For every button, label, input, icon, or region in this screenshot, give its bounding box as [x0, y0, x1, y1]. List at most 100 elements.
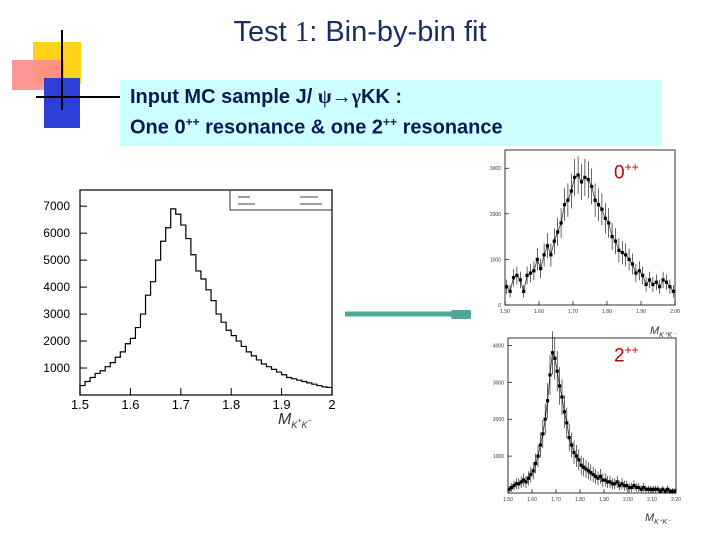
- scatter-point: [538, 443, 542, 447]
- scatter-point: [570, 443, 574, 447]
- scatter-point: [644, 282, 648, 287]
- scatter-point: [594, 474, 598, 478]
- scatter-point: [572, 450, 576, 455]
- scatter-point: [654, 487, 658, 491]
- scatter-point: [562, 410, 566, 414]
- scatter-point: [584, 467, 588, 471]
- slide-title: Test 1: Bin-by-bin fit: [0, 16, 720, 49]
- hist-y-tick-label: 1000: [43, 361, 70, 375]
- scatter-point: [654, 280, 658, 284]
- info-line-2-b: resonance & one 2: [199, 116, 383, 139]
- scatter-x-tick-label: 2.00: [623, 497, 633, 503]
- hist-xlabel: MK+K−: [278, 411, 312, 430]
- scatter-point: [579, 463, 583, 467]
- scatter-point: [668, 489, 672, 493]
- scatter-point: [647, 278, 652, 282]
- deco-horizontal-line: [36, 96, 122, 98]
- scatter-point: [536, 454, 540, 458]
- scatter-point: [618, 484, 622, 488]
- hist-x-tick-label: 2: [328, 397, 335, 412]
- scatter-point: [627, 257, 631, 262]
- hist-y-tick-label: 7000: [43, 199, 70, 213]
- scatter-point: [549, 253, 553, 257]
- scatter-point: [615, 480, 619, 484]
- scatter-0pp-ticks: 1.50 1.60 1.70 1.80 1.90 2.00 0 1000 2000 3000: [490, 166, 680, 315]
- scatter-point: [526, 476, 530, 480]
- scatter-point: [644, 487, 648, 491]
- scatter-point: [622, 484, 626, 488]
- scatter-point: [607, 221, 611, 225]
- scatter-point: [606, 480, 610, 484]
- scatter-point: [512, 484, 516, 488]
- scatter-point: [525, 273, 529, 277]
- scatter-2pp-frame: [507, 337, 677, 494]
- scatter-x-tick-label: 1.90: [636, 309, 646, 315]
- scatter-point: [508, 289, 512, 293]
- scatter-point: [586, 469, 590, 473]
- scatter-point: [539, 266, 543, 271]
- scatter-point: [524, 480, 528, 484]
- scatter-point: [548, 373, 552, 377]
- scatter-point: [569, 189, 573, 193]
- scatter-point: [658, 489, 662, 493]
- scatter-point: [601, 478, 605, 482]
- scatter-x-tick-label: 1.90: [599, 497, 609, 503]
- hist-y-tick-label: 5000: [43, 253, 70, 267]
- scatter-2pp-points: [507, 331, 677, 495]
- hist-y-ticks: 1000 2000 3000 4000 5000 6000 7000: [43, 199, 87, 375]
- info-box: Input MC sample J/ ψ→γKK : One 0++ reson…: [120, 80, 662, 146]
- scatter-y-tick-label: 3000: [490, 166, 501, 172]
- scatter-point: [598, 474, 602, 478]
- scatter-2pp-ticks: 1.50 1.60 1.70 1.80 1.90 2.00 2.10 2.20 1000 2000…: [493, 343, 681, 503]
- hist-x-ticks: 1.5 1.6 1.7 1.8 1.9 2: [71, 388, 336, 412]
- scatter-x-tick-label: 1.60: [534, 309, 544, 315]
- scatter-point: [668, 285, 672, 289]
- info-line-2: One 0++ resonance & one 2++ resonance: [130, 115, 503, 140]
- scatter-point: [542, 253, 546, 257]
- scatter-point: [528, 271, 533, 275]
- scatter-point: [552, 239, 556, 243]
- hist-x-tick-label: 1.5: [71, 397, 89, 412]
- scatter-point: [613, 239, 618, 243]
- hist-x-tick-label: 1.8: [222, 397, 240, 412]
- hist-x-tick-label: 1.9: [273, 397, 291, 412]
- scatter-point: [664, 280, 669, 284]
- scatter-point: [566, 198, 570, 202]
- scatter-point: [582, 465, 586, 469]
- scatter-point: [593, 198, 597, 202]
- gamma-symbol: γ: [351, 86, 361, 108]
- scatter-point: [517, 482, 521, 486]
- scatter-point: [673, 489, 677, 493]
- scatter-point: [610, 235, 614, 239]
- label-0pp-base: 0: [614, 162, 625, 184]
- scatter-point: [603, 216, 607, 220]
- scatter-x-tick-label: 1.60: [527, 497, 537, 503]
- scatter-point: [620, 250, 624, 255]
- info-line-1-text: Input MC sample J/: [130, 86, 318, 108]
- scatter-point: [613, 482, 617, 486]
- scatter-point: [627, 485, 631, 490]
- hist-series-outline: [79, 208, 333, 395]
- hist-x-tick-label: 1.7: [172, 397, 190, 412]
- hist-x-tick-label: 1.6: [121, 397, 139, 412]
- scatter-point: [591, 472, 595, 477]
- scatter-point: [586, 178, 590, 182]
- scatter-point: [624, 253, 628, 257]
- scatter-x-tick-label: 1.80: [575, 497, 585, 503]
- scatter-point: [666, 487, 670, 491]
- title-number: 1: [294, 16, 310, 48]
- scatter-point: [514, 482, 518, 486]
- scatter-point: [637, 485, 641, 490]
- scatter-point: [576, 173, 580, 177]
- scatter-point: [562, 203, 567, 207]
- scatter-y-tick-label: 2000: [493, 417, 504, 423]
- scatter-point: [507, 487, 511, 491]
- scatter-point: [661, 278, 665, 282]
- scatter-point: [518, 278, 522, 282]
- scatter-point: [610, 482, 614, 486]
- info-line-1: Input MC sample J/ ψ→γKK :: [130, 86, 402, 109]
- scatter-point: [634, 271, 638, 275]
- scatter-2pp-xlabel: MK⁺K⁻: [645, 512, 672, 526]
- scatter-x-tick-label: 2.00: [670, 309, 680, 315]
